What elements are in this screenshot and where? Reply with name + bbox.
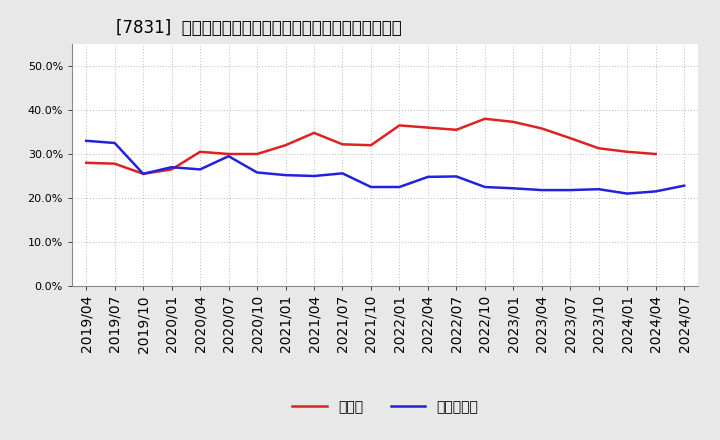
現顔金 [595,146,603,151]
有利子負債 [366,184,375,190]
現顔金 [82,160,91,165]
有利子負債 [509,186,518,191]
有利子負債 [82,138,91,143]
現顔金 [310,130,318,136]
現顔金 [452,127,461,132]
有利子負債 [623,191,631,196]
有利子負債 [167,165,176,170]
有利子負債 [480,184,489,190]
有利子負債 [652,189,660,194]
Line: 有利子負債: 有利子負債 [86,141,684,194]
現顔金 [110,161,119,166]
Line: 現顔金: 現顔金 [86,119,656,174]
有利子負債 [566,187,575,193]
現顔金 [338,142,347,147]
Legend: 現顔金, 有利子負債: 現顔金, 有利子負債 [287,395,484,420]
有利子負債 [537,187,546,193]
有利子負債 [680,183,688,188]
現顔金 [366,143,375,148]
現顔金 [480,116,489,121]
有利子負債 [423,174,432,180]
有利子負債 [310,173,318,179]
有利子負債 [452,174,461,179]
現顔金 [225,151,233,157]
有利子負債 [595,187,603,192]
現顔金 [652,151,660,157]
有利子負債 [110,140,119,146]
現顔金 [395,123,404,128]
有利子負債 [196,167,204,172]
現顔金 [566,136,575,141]
現顔金 [537,126,546,131]
有利子負債 [139,171,148,176]
現顔金 [282,143,290,148]
現顔金 [196,149,204,154]
有利子負債 [253,170,261,175]
現顔金 [423,125,432,130]
現顔金 [509,119,518,125]
有利子負債 [225,154,233,159]
現顔金 [623,149,631,154]
有利子負債 [395,184,404,190]
Text: [7831]  現顔金、有利子負債の総資産に対する比率の推移: [7831] 現顔金、有利子負債の総資産に対する比率の推移 [116,19,402,37]
現顔金 [167,167,176,172]
有利子負債 [282,172,290,178]
現顔金 [139,171,148,176]
現顔金 [253,151,261,157]
有利子負債 [338,171,347,176]
